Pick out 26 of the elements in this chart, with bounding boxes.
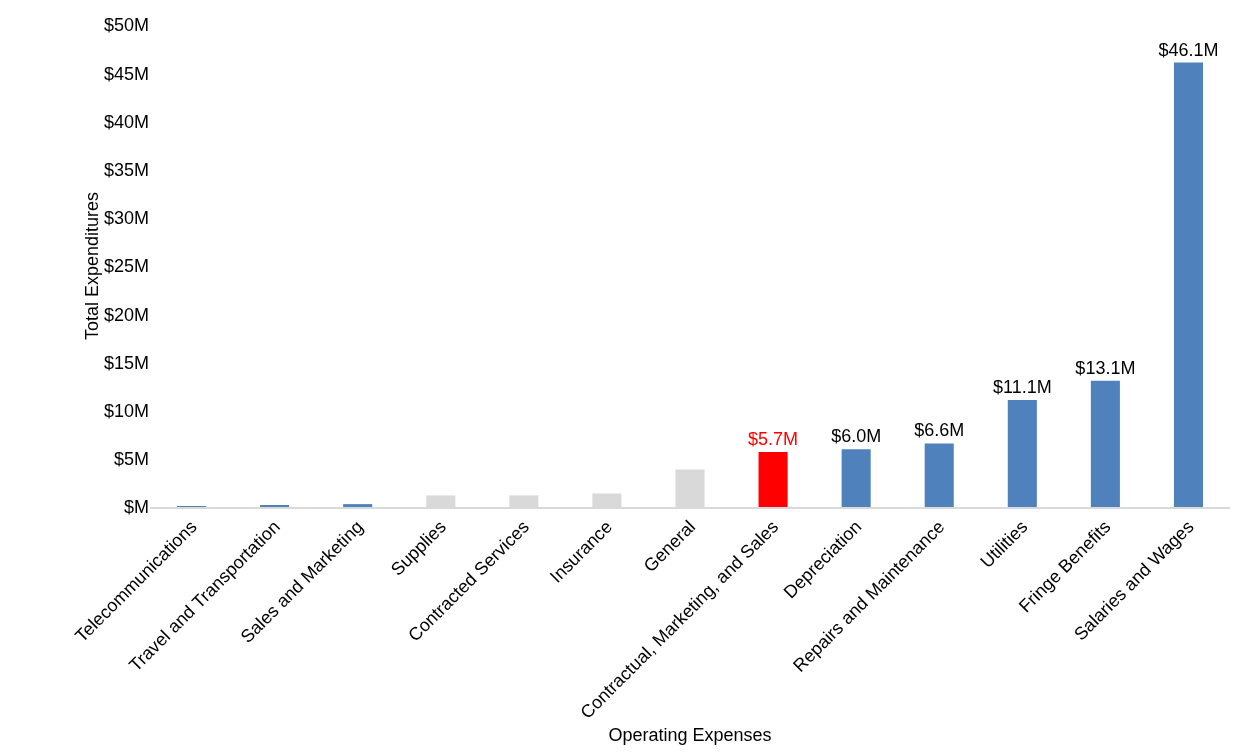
y-tick-label: $10M bbox=[103, 400, 149, 421]
y-tick-label: $30M bbox=[103, 208, 149, 229]
y-axis-title: Total Expenditures bbox=[81, 191, 102, 341]
bar bbox=[1173, 62, 1203, 507]
y-tick-label: $40M bbox=[103, 111, 149, 132]
y-tick-label: $25M bbox=[103, 256, 149, 277]
y-tick-label: $M bbox=[123, 497, 149, 518]
bar bbox=[841, 449, 871, 507]
x-axis-title: Operating Expenses bbox=[608, 724, 772, 745]
bar bbox=[343, 504, 373, 507]
data-label: $6.0M bbox=[831, 426, 882, 447]
y-tick-label: $5M bbox=[113, 449, 149, 470]
y-tick-label: $15M bbox=[103, 352, 149, 373]
y-tick-label: $45M bbox=[103, 63, 149, 84]
bar bbox=[924, 443, 954, 507]
bar bbox=[1090, 380, 1120, 507]
data-label: $46.1M bbox=[1158, 39, 1219, 60]
y-tick-label: $20M bbox=[103, 304, 149, 325]
data-label: $11.1M bbox=[992, 377, 1052, 397]
data-label: $5.7M bbox=[748, 429, 799, 450]
bar bbox=[758, 452, 788, 507]
bar bbox=[1007, 400, 1037, 507]
data-label: $13.1M bbox=[1075, 357, 1136, 378]
y-tick-label: $35M bbox=[103, 159, 149, 180]
data-label: $6.6M bbox=[914, 420, 965, 441]
y-tick-label: $50M bbox=[103, 15, 149, 36]
